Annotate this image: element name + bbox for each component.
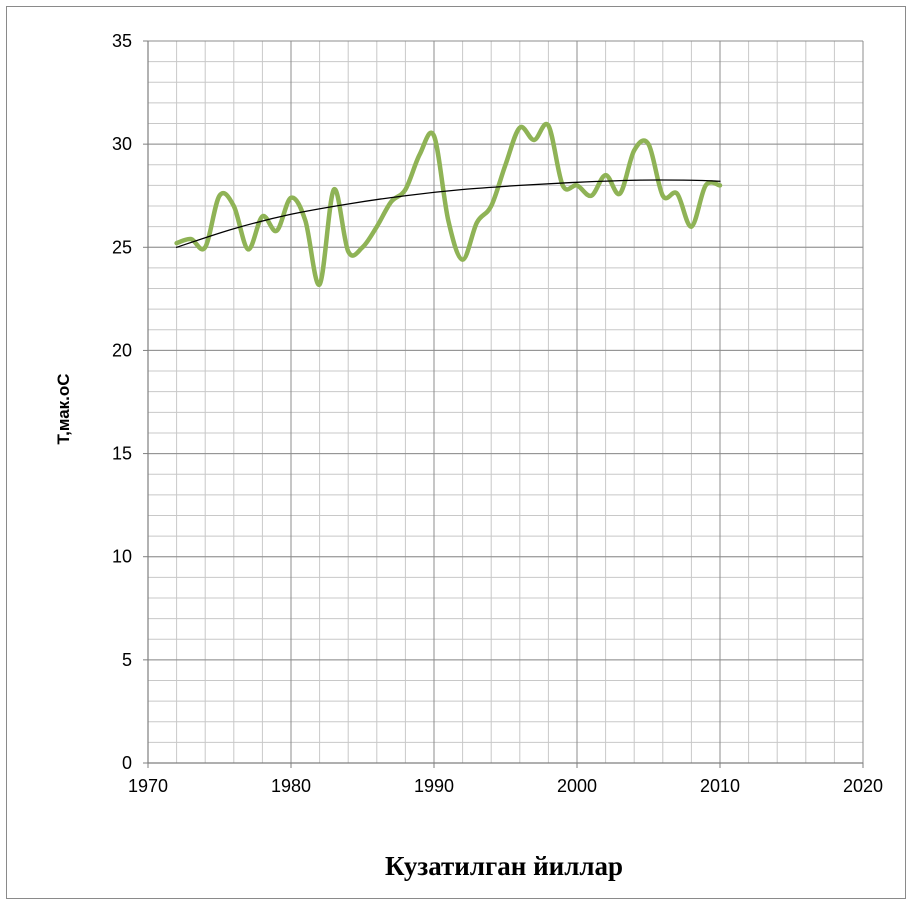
- y-tick-label: 10: [112, 547, 132, 567]
- trend-line: [175, 179, 721, 248]
- axes: [143, 40, 864, 768]
- grid-minor-lines: [147, 40, 864, 764]
- series-group: [174, 121, 723, 287]
- y-tick-label: 0: [122, 753, 132, 773]
- chart-frame: 0 5 10 15 20 25 30 35 1970 1980 1990 2000 2010 2020 …: [6, 6, 906, 899]
- x-tick-label: 2020: [843, 776, 883, 796]
- y-tick-label: 20: [112, 340, 132, 360]
- x-tick-label: 1990: [414, 776, 454, 796]
- series-line: [174, 121, 723, 287]
- y-tick-label: 30: [112, 134, 132, 154]
- y-tick-label: 15: [112, 444, 132, 464]
- x-tick-labels: 1970 1980 1990 2000 2010 2020: [128, 776, 883, 796]
- x-tick-label: 1980: [271, 776, 311, 796]
- y-tick-labels: 0 5 10 15 20 25 30 35: [112, 31, 132, 773]
- x-axis-label: Кузатилган йиллар: [385, 851, 623, 881]
- grid-major-lines: [147, 40, 864, 764]
- y-axis-label: Т,мак.оС: [54, 373, 73, 444]
- x-tick-label: 2000: [557, 776, 597, 796]
- y-tick-label: 25: [112, 237, 132, 257]
- y-tick-label: 5: [122, 650, 132, 670]
- y-tick-label: 35: [112, 31, 132, 51]
- x-tick-label: 2010: [700, 776, 740, 796]
- x-tick-label: 1970: [128, 776, 168, 796]
